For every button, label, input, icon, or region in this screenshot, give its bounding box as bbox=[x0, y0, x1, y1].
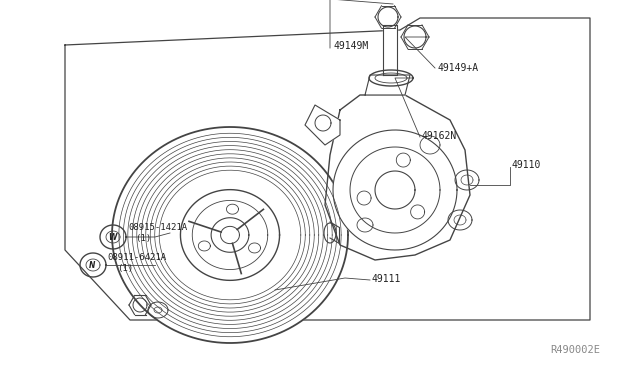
Text: 49162N: 49162N bbox=[422, 131, 457, 141]
Polygon shape bbox=[383, 25, 397, 75]
Text: 08911-6421A: 08911-6421A bbox=[107, 253, 166, 263]
Text: (1): (1) bbox=[135, 234, 151, 243]
Text: (1): (1) bbox=[117, 263, 133, 273]
Text: 49149+A: 49149+A bbox=[438, 63, 479, 73]
Polygon shape bbox=[325, 95, 470, 260]
Text: 49110: 49110 bbox=[512, 160, 541, 170]
Text: W: W bbox=[108, 232, 116, 241]
Polygon shape bbox=[180, 190, 280, 280]
Text: 49111: 49111 bbox=[372, 274, 401, 284]
Polygon shape bbox=[365, 75, 410, 95]
Polygon shape bbox=[112, 127, 348, 343]
Text: 49149M: 49149M bbox=[333, 41, 368, 51]
Polygon shape bbox=[333, 130, 457, 250]
Text: 08915-1421A: 08915-1421A bbox=[128, 224, 187, 232]
Polygon shape bbox=[305, 105, 340, 145]
Text: N: N bbox=[89, 260, 95, 269]
Text: R490002E: R490002E bbox=[550, 345, 600, 355]
